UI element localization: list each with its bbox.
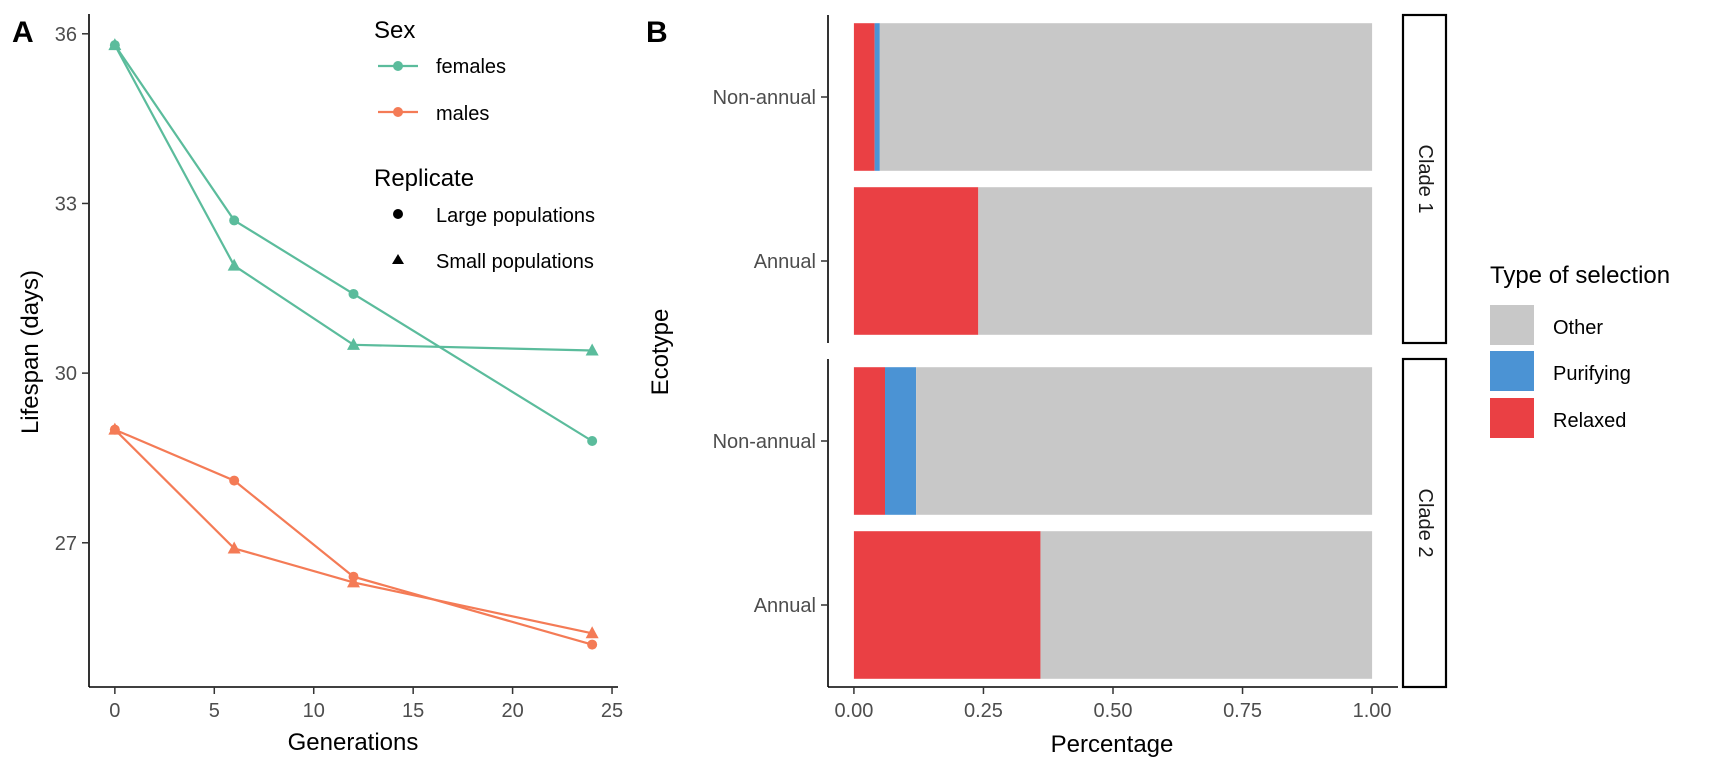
data-point-triangle: [347, 337, 360, 350]
data-point-triangle: [227, 258, 241, 271]
series-line: [114, 428, 593, 635]
x-tick-label: 0.25: [964, 700, 1003, 722]
series-line: [113, 44, 593, 442]
legend-purifying-label: Purifying: [1553, 363, 1631, 385]
y-tick-label: 33: [55, 193, 77, 215]
panel-a-legend: Sex females males Replicate Large popula…: [374, 17, 595, 273]
legend-item-small-populations: Small populations: [392, 251, 594, 273]
legend-males-swatch-dot: [393, 107, 403, 117]
legend-females-swatch-dot: [393, 61, 403, 71]
panel-b-legend: Type of selection Other Purifying Relaxe…: [1490, 262, 1670, 438]
x-tick-label: 0.00: [834, 700, 873, 722]
legend-other-label: Other: [1553, 317, 1603, 339]
legend-item-large-populations: Large populations: [393, 205, 595, 227]
x-tick-label: 10: [303, 700, 325, 722]
legend-females-label: females: [436, 56, 506, 78]
data-point-triangle: [227, 541, 241, 554]
facet-strip: [1401, 13, 1448, 345]
y-tick-label: Non-annual: [713, 87, 816, 109]
y-tick-label: Annual: [754, 251, 816, 273]
series-line: [114, 428, 593, 646]
bar-segment-relaxed: [853, 187, 979, 335]
data-point-circle: [587, 435, 598, 446]
bar-segment-other: [879, 23, 1373, 171]
legend-circle-icon: [393, 209, 403, 219]
legend-item-males: males: [378, 103, 489, 125]
data-point-triangle: [108, 38, 122, 51]
x-tick-label: 15: [402, 700, 424, 722]
facet-clade-2: Non-annual Annual Clade 2: [713, 357, 1448, 689]
x-tick-label: 5: [209, 700, 220, 722]
bar-segment-purifying: [885, 367, 917, 515]
bar-segment-relaxed: [853, 23, 875, 171]
panel-a-y-axis-title: Lifespan (days): [17, 270, 44, 434]
series-males-large: [109, 424, 598, 650]
legend-sex-title: Sex: [374, 17, 415, 44]
series-females-large: [109, 40, 598, 446]
panel-b-y-axis-title: Ecotype: [647, 309, 674, 396]
data-point-circle: [587, 639, 598, 650]
data-point-circle: [229, 475, 240, 486]
series-line: [113, 44, 593, 352]
bar-segment-other: [916, 367, 1373, 515]
bar-annual: [853, 187, 1373, 335]
legend-relaxed-swatch: [1490, 398, 1534, 438]
legend-relaxed-label: Relaxed: [1553, 410, 1626, 432]
y-tick-label: 30: [55, 363, 77, 385]
legend-item-relaxed: Relaxed: [1490, 398, 1626, 438]
legend-item-purifying: Purifying: [1490, 351, 1631, 391]
legend-replicate-title: Replicate: [374, 165, 474, 192]
data-point-triangle: [108, 422, 122, 435]
facet-clade-1: Non-annual Annual Clade 1: [713, 13, 1448, 345]
bar-non-annual: [853, 23, 1373, 171]
y-tick-label: Non-annual: [713, 431, 816, 453]
y-tick-label: Annual: [754, 595, 816, 617]
panel-a-x-axis-title: Generations: [288, 729, 419, 756]
legend-large-label: Large populations: [436, 205, 595, 227]
bar-segment-purifying: [874, 23, 880, 171]
x-tick-label: 0.50: [1094, 700, 1133, 722]
data-point-circle: [348, 288, 359, 299]
y-tick-label: 36: [55, 24, 77, 46]
series-males-small: [108, 422, 599, 639]
bar-segment-other: [978, 187, 1373, 335]
panel-a-letter: A: [12, 16, 34, 49]
panel-b-letter: B: [646, 16, 668, 49]
legend-small-label: Small populations: [436, 251, 594, 273]
legend-item-females: females: [378, 56, 506, 78]
data-point-triangle: [347, 575, 360, 588]
panel-b-selection-chart: B Ecotype Percentage Non-annual Annual Cla…: [646, 13, 1670, 758]
data-point-triangle: [585, 626, 599, 639]
bar-segment-other: [1040, 531, 1373, 679]
series-females-small: [108, 38, 599, 356]
panel-b-x-axis-title: Percentage: [1051, 731, 1174, 758]
panel-a-lifespan-chart: A Lifespan (days) Generations 0 5 10 15 20 25…: [12, 14, 623, 756]
y-tick-label: 27: [55, 533, 77, 555]
bar-annual: [853, 531, 1373, 679]
bar-segment-relaxed: [853, 367, 885, 515]
bar-segment-relaxed: [853, 531, 1041, 679]
facet-strip-label: Clade 1: [1414, 145, 1436, 214]
data-point-circle: [229, 215, 240, 226]
x-tick-label: 1.00: [1353, 700, 1392, 722]
legend-selection-title: Type of selection: [1490, 262, 1670, 289]
legend-males-label: males: [436, 103, 489, 125]
facet-strip-label: Clade 2: [1414, 489, 1436, 558]
legend-purifying-swatch: [1490, 351, 1534, 391]
x-tick-label: 0.75: [1223, 700, 1262, 722]
data-point-triangle: [585, 343, 599, 356]
legend-item-other: Other: [1490, 305, 1603, 345]
legend-other-swatch: [1490, 305, 1534, 345]
x-tick-label: 25: [601, 700, 623, 722]
facet-strip: [1401, 357, 1448, 689]
legend-triangle-icon: [392, 254, 404, 264]
x-tick-label: 0: [109, 700, 120, 722]
bar-non-annual: [853, 367, 1373, 515]
x-tick-label: 20: [501, 700, 523, 722]
